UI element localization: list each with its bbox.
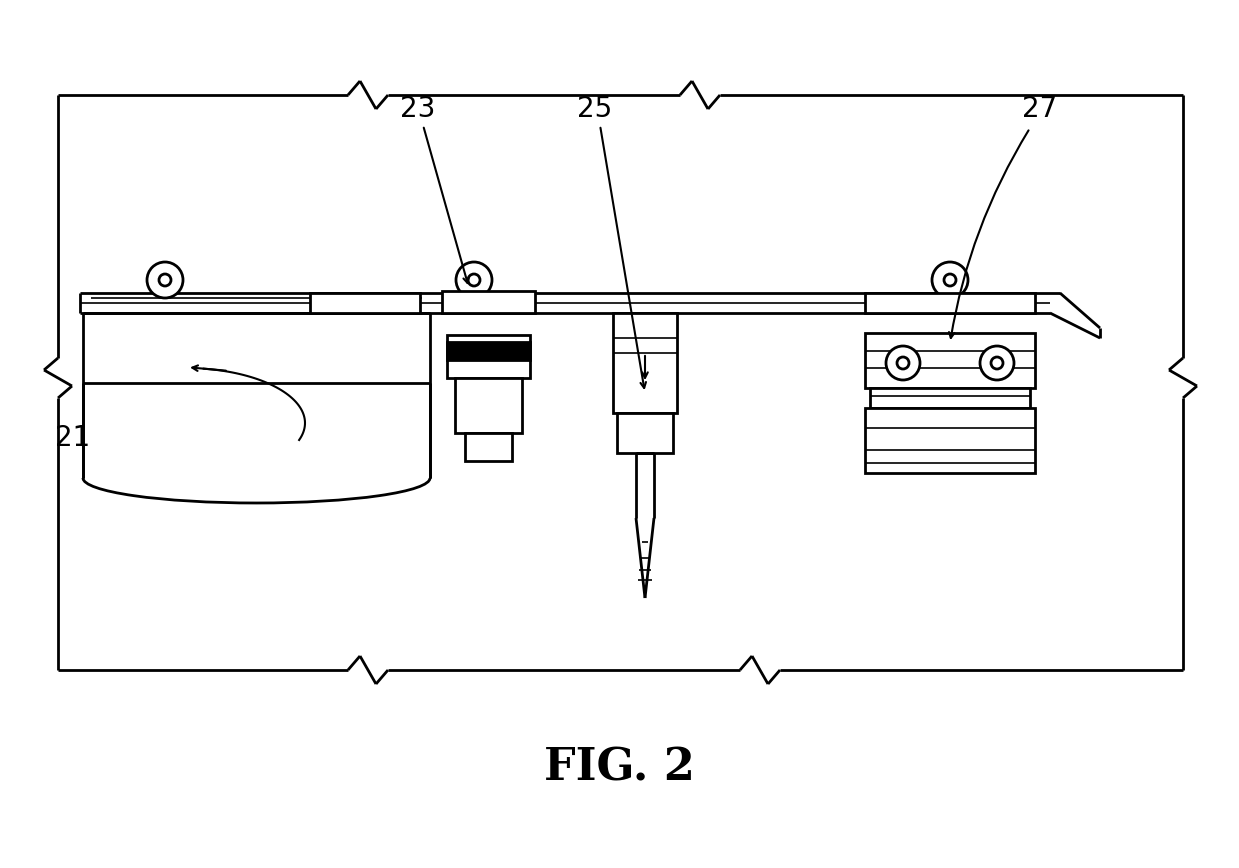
Circle shape: [456, 262, 492, 298]
Circle shape: [980, 346, 1014, 380]
Circle shape: [991, 357, 1004, 369]
Text: FIG. 2: FIG. 2: [544, 746, 695, 790]
Text: 23: 23: [400, 95, 436, 123]
Circle shape: [944, 274, 957, 286]
Bar: [865, 333, 1035, 388]
Bar: [865, 408, 1035, 473]
Circle shape: [147, 262, 183, 298]
Bar: [613, 313, 676, 413]
Bar: [442, 291, 535, 313]
Bar: [447, 342, 530, 360]
Circle shape: [897, 357, 909, 369]
Bar: [447, 335, 530, 378]
Bar: [617, 413, 673, 453]
Text: 27: 27: [1022, 95, 1058, 123]
Bar: [870, 388, 1030, 408]
Bar: [465, 433, 512, 461]
Text: 25: 25: [577, 95, 612, 123]
Bar: [310, 293, 420, 313]
Circle shape: [468, 274, 479, 286]
Bar: [455, 378, 522, 433]
Text: 21: 21: [55, 424, 90, 452]
Circle shape: [886, 346, 921, 380]
Circle shape: [159, 274, 171, 286]
Circle shape: [932, 262, 968, 298]
Bar: [865, 293, 1035, 313]
